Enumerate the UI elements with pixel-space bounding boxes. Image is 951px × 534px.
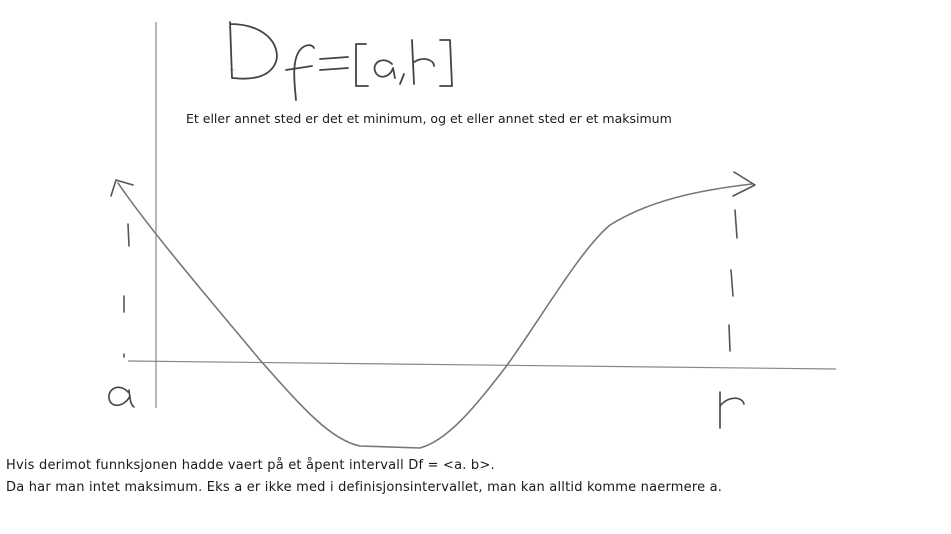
note-line-2: Da har man intet maksimum. Eks a er ikke… (6, 480, 723, 495)
formula-text: Df = [a, b] (230, 69, 236, 71)
label-a-glyph (108, 386, 135, 408)
x-axis (127, 360, 837, 370)
right-arrowhead (732, 171, 756, 197)
label-b-glyph (719, 391, 745, 429)
dashed-line-b (728, 209, 738, 352)
function-curve (117, 182, 753, 449)
subtitle-text: Et eller annet sted er det et minimum, o… (186, 111, 672, 126)
label-a-text: a (112, 401, 113, 403)
formula-glyphs (229, 21, 453, 101)
label-b-text: b (722, 419, 723, 421)
left-arrowhead (110, 179, 134, 197)
dashed-line-a (123, 223, 130, 358)
note-line-1: Hvis derimot funnksjonen hadde vaert på … (6, 458, 495, 473)
